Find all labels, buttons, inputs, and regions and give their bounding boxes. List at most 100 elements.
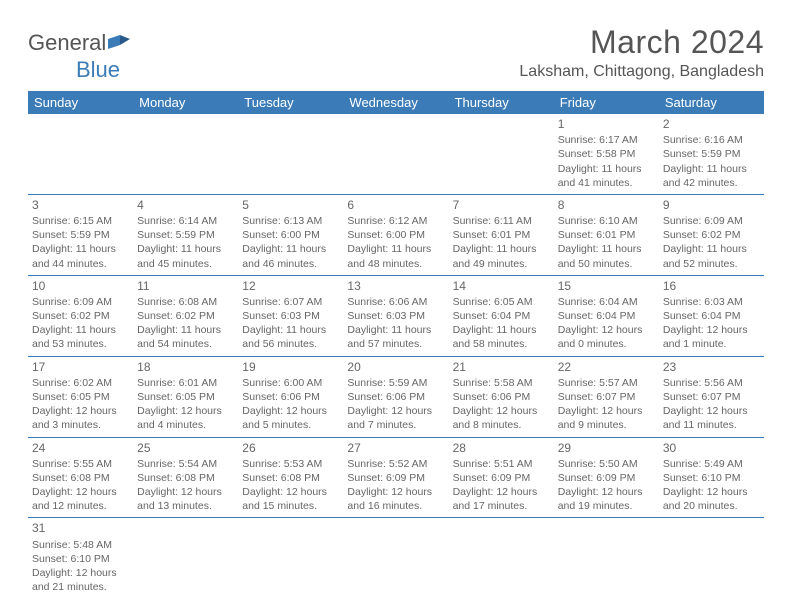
cell-sunrise: Sunrise: 6:13 AM (242, 214, 339, 228)
cell-day2: and 7 minutes. (347, 418, 444, 432)
calendar-cell: 25Sunrise: 5:54 AMSunset: 6:08 PMDayligh… (133, 437, 238, 518)
cell-day2: and 21 minutes. (32, 580, 129, 594)
calendar-cell: 30Sunrise: 5:49 AMSunset: 6:10 PMDayligh… (659, 437, 764, 518)
calendar-cell: 6Sunrise: 6:12 AMSunset: 6:00 PMDaylight… (343, 194, 448, 275)
calendar-row: 17Sunrise: 6:02 AMSunset: 6:05 PMDayligh… (28, 356, 764, 437)
cell-sunrise: Sunrise: 6:16 AM (663, 133, 760, 147)
cell-sunrise: Sunrise: 5:53 AM (242, 457, 339, 471)
cell-sunrise: Sunrise: 6:05 AM (453, 295, 550, 309)
cell-sunrise: Sunrise: 6:09 AM (32, 295, 129, 309)
cell-day2: and 58 minutes. (453, 337, 550, 351)
cell-sunset: Sunset: 5:59 PM (32, 228, 129, 242)
cell-day2: and 20 minutes. (663, 499, 760, 513)
day-number: 20 (347, 359, 444, 375)
calendar-cell (343, 518, 448, 598)
cell-sunrise: Sunrise: 6:03 AM (663, 295, 760, 309)
cell-day1: Daylight: 12 hours (137, 485, 234, 499)
header-saturday: Saturday (659, 91, 764, 114)
cell-day1: Daylight: 11 hours (663, 242, 760, 256)
cell-sunrise: Sunrise: 6:14 AM (137, 214, 234, 228)
day-number: 12 (242, 278, 339, 294)
header-friday: Friday (554, 91, 659, 114)
day-number: 24 (32, 440, 129, 456)
day-number: 22 (558, 359, 655, 375)
day-number: 10 (32, 278, 129, 294)
cell-day2: and 17 minutes. (453, 499, 550, 513)
day-number: 15 (558, 278, 655, 294)
calendar-cell (133, 114, 238, 194)
cell-day1: Daylight: 11 hours (558, 162, 655, 176)
cell-day2: and 19 minutes. (558, 499, 655, 513)
cell-sunset: Sunset: 6:05 PM (137, 390, 234, 404)
cell-day1: Daylight: 12 hours (242, 404, 339, 418)
cell-day1: Daylight: 11 hours (242, 242, 339, 256)
cell-day1: Daylight: 12 hours (242, 485, 339, 499)
cell-sunrise: Sunrise: 6:06 AM (347, 295, 444, 309)
calendar-cell: 8Sunrise: 6:10 AMSunset: 6:01 PMDaylight… (554, 194, 659, 275)
cell-sunrise: Sunrise: 5:55 AM (32, 457, 129, 471)
cell-sunset: Sunset: 6:03 PM (242, 309, 339, 323)
cell-sunrise: Sunrise: 5:57 AM (558, 376, 655, 390)
cell-sunset: Sunset: 6:08 PM (137, 471, 234, 485)
day-number: 4 (137, 197, 234, 213)
calendar-cell: 2Sunrise: 6:16 AMSunset: 5:59 PMDaylight… (659, 114, 764, 194)
calendar-cell (449, 518, 554, 598)
cell-day2: and 44 minutes. (32, 257, 129, 271)
calendar-row: 31Sunrise: 5:48 AMSunset: 6:10 PMDayligh… (28, 518, 764, 598)
day-number: 29 (558, 440, 655, 456)
cell-sunrise: Sunrise: 6:17 AM (558, 133, 655, 147)
day-number: 31 (32, 520, 129, 536)
cell-sunset: Sunset: 6:09 PM (453, 471, 550, 485)
day-number: 30 (663, 440, 760, 456)
cell-day1: Daylight: 11 hours (453, 323, 550, 337)
calendar-cell: 22Sunrise: 5:57 AMSunset: 6:07 PMDayligh… (554, 356, 659, 437)
cell-sunrise: Sunrise: 6:04 AM (558, 295, 655, 309)
calendar-cell: 4Sunrise: 6:14 AMSunset: 5:59 PMDaylight… (133, 194, 238, 275)
logo: General (28, 24, 132, 56)
day-number: 9 (663, 197, 760, 213)
cell-sunset: Sunset: 6:04 PM (663, 309, 760, 323)
calendar-cell: 31Sunrise: 5:48 AMSunset: 6:10 PMDayligh… (28, 518, 133, 598)
cell-day1: Daylight: 11 hours (663, 162, 760, 176)
cell-day2: and 42 minutes. (663, 176, 760, 190)
cell-sunset: Sunset: 6:00 PM (347, 228, 444, 242)
page-header: General March 2024 Laksham, Chittagong, … (28, 24, 764, 81)
calendar-cell: 7Sunrise: 6:11 AMSunset: 6:01 PMDaylight… (449, 194, 554, 275)
cell-sunset: Sunset: 6:01 PM (453, 228, 550, 242)
cell-sunrise: Sunrise: 6:09 AM (663, 214, 760, 228)
day-number: 14 (453, 278, 550, 294)
cell-day1: Daylight: 12 hours (558, 323, 655, 337)
cell-sunset: Sunset: 6:06 PM (453, 390, 550, 404)
cell-sunset: Sunset: 6:07 PM (558, 390, 655, 404)
cell-day1: Daylight: 12 hours (453, 485, 550, 499)
calendar-header-row: Sunday Monday Tuesday Wednesday Thursday… (28, 91, 764, 114)
cell-sunrise: Sunrise: 6:10 AM (558, 214, 655, 228)
cell-day2: and 45 minutes. (137, 257, 234, 271)
header-monday: Monday (133, 91, 238, 114)
calendar-cell: 10Sunrise: 6:09 AMSunset: 6:02 PMDayligh… (28, 275, 133, 356)
cell-day2: and 13 minutes. (137, 499, 234, 513)
calendar-row: 1Sunrise: 6:17 AMSunset: 5:58 PMDaylight… (28, 114, 764, 194)
cell-sunset: Sunset: 6:02 PM (137, 309, 234, 323)
cell-day2: and 5 minutes. (242, 418, 339, 432)
cell-day2: and 9 minutes. (558, 418, 655, 432)
calendar-cell: 1Sunrise: 6:17 AMSunset: 5:58 PMDaylight… (554, 114, 659, 194)
calendar-cell: 14Sunrise: 6:05 AMSunset: 6:04 PMDayligh… (449, 275, 554, 356)
cell-day2: and 53 minutes. (32, 337, 129, 351)
header-sunday: Sunday (28, 91, 133, 114)
cell-day1: Daylight: 12 hours (558, 404, 655, 418)
cell-sunset: Sunset: 6:06 PM (347, 390, 444, 404)
calendar-cell (343, 114, 448, 194)
cell-sunset: Sunset: 6:00 PM (242, 228, 339, 242)
cell-sunset: Sunset: 6:04 PM (558, 309, 655, 323)
day-number: 25 (137, 440, 234, 456)
calendar-cell (28, 114, 133, 194)
day-number: 6 (347, 197, 444, 213)
cell-sunrise: Sunrise: 5:54 AM (137, 457, 234, 471)
cell-day2: and 3 minutes. (32, 418, 129, 432)
cell-sunrise: Sunrise: 6:11 AM (453, 214, 550, 228)
cell-day1: Daylight: 11 hours (137, 323, 234, 337)
cell-sunrise: Sunrise: 5:52 AM (347, 457, 444, 471)
cell-day2: and 15 minutes. (242, 499, 339, 513)
calendar-cell: 20Sunrise: 5:59 AMSunset: 6:06 PMDayligh… (343, 356, 448, 437)
